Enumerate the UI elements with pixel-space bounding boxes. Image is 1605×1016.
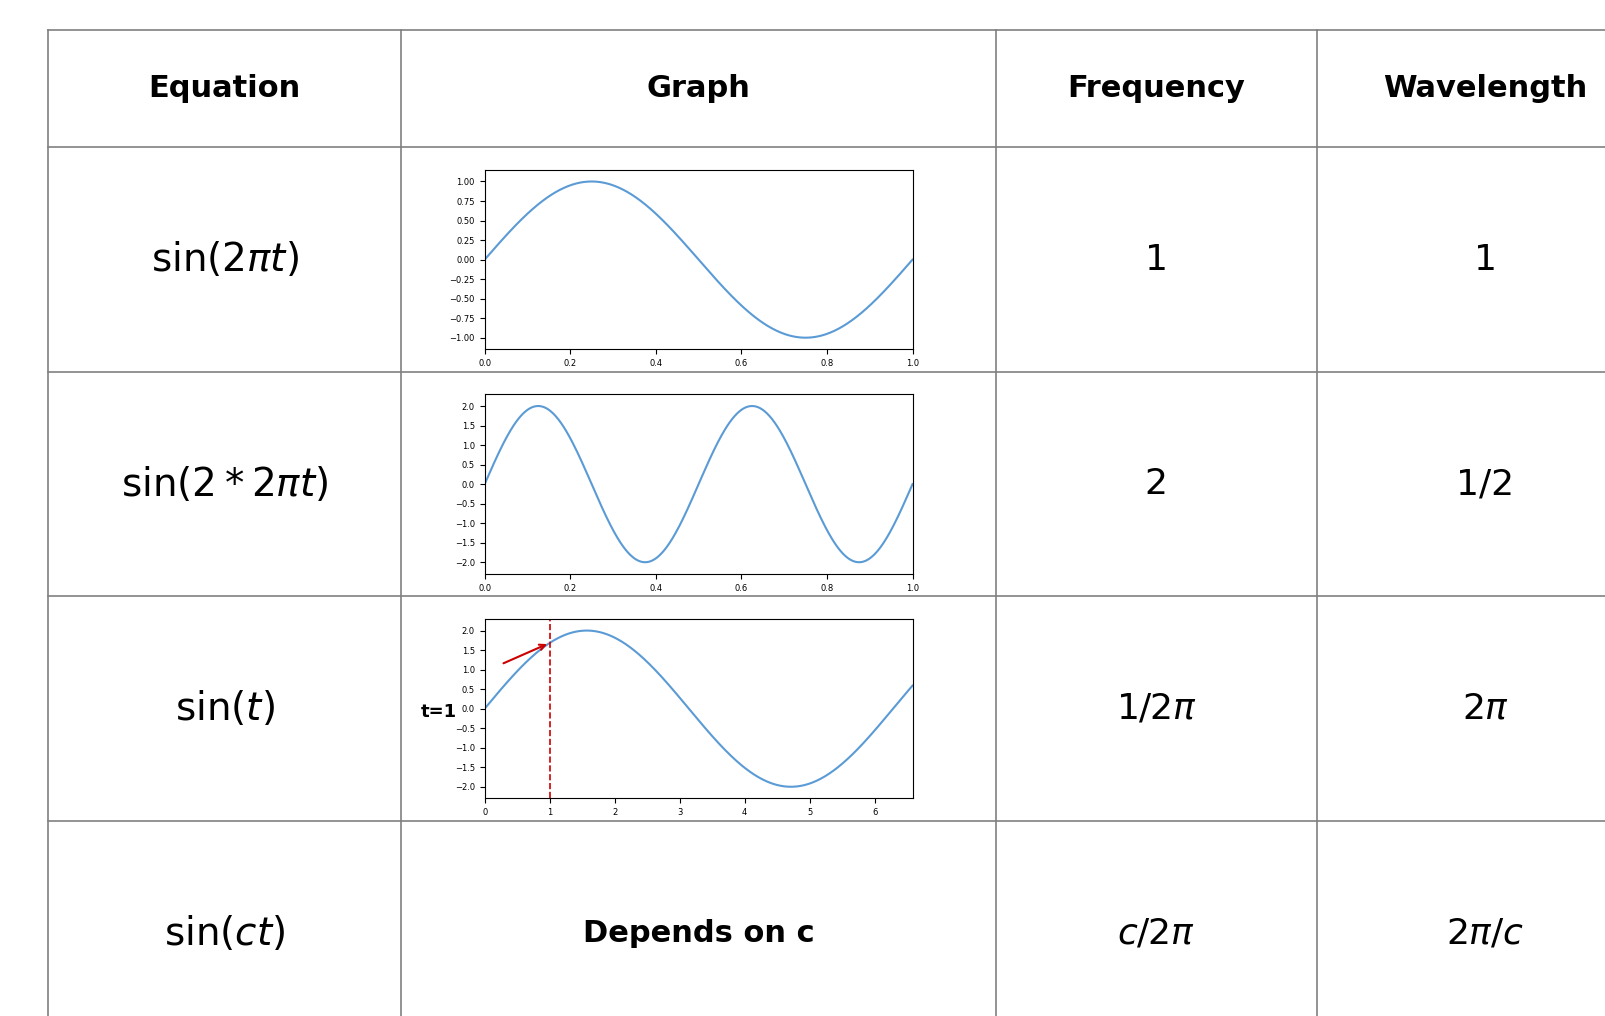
Text: Graph: Graph — [647, 74, 750, 104]
Text: Frequency: Frequency — [1067, 74, 1244, 104]
Text: 2: 2 — [1144, 467, 1167, 501]
Text: 1/2: 1/2 — [1456, 467, 1514, 501]
Text: Wavelength: Wavelength — [1382, 74, 1587, 104]
Text: $\sin(2\pi t)$: $\sin(2\pi t)$ — [151, 240, 299, 279]
Text: 1: 1 — [1473, 243, 1496, 276]
Text: $c/2\pi$: $c/2\pi$ — [1117, 916, 1194, 950]
Text: $1/2\pi$: $1/2\pi$ — [1115, 692, 1196, 725]
Text: $\sin(ct)$: $\sin(ct)$ — [164, 913, 286, 953]
Text: Depends on c: Depends on c — [583, 918, 814, 948]
Text: $\sin(2 * 2\pi t)$: $\sin(2 * 2\pi t)$ — [120, 464, 329, 504]
Text: t=1: t=1 — [421, 703, 456, 721]
Text: $2\pi/c$: $2\pi/c$ — [1446, 916, 1523, 950]
Text: Equation: Equation — [149, 74, 300, 104]
Text: $\sin(t)$: $\sin(t)$ — [175, 689, 274, 728]
Text: $2\pi$: $2\pi$ — [1461, 692, 1509, 725]
Text: 1: 1 — [1144, 243, 1167, 276]
